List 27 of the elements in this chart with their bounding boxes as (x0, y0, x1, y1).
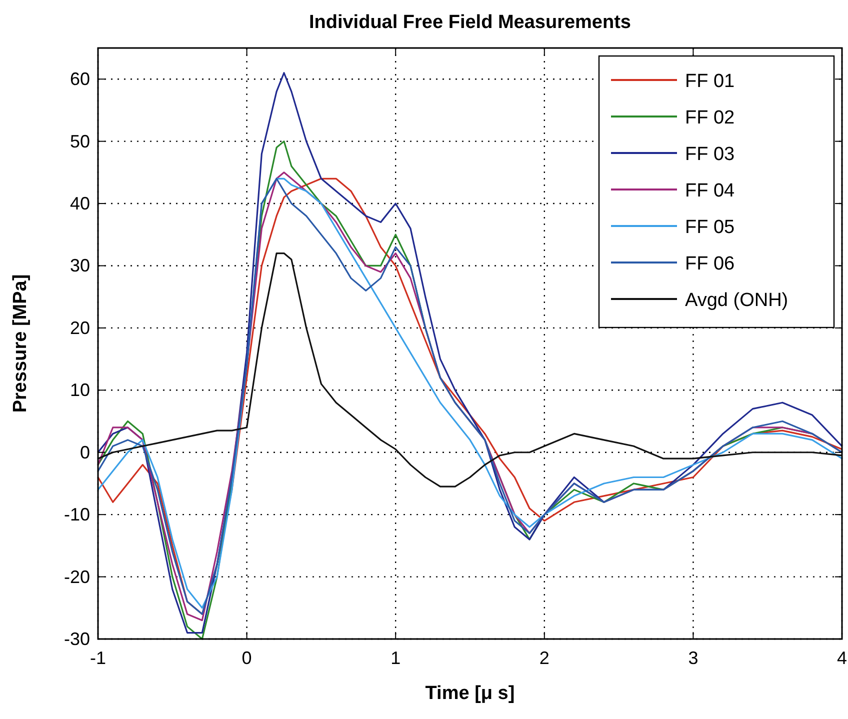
x-tick-label: 4 (836, 648, 848, 668)
x-tick-label: -1 (90, 648, 106, 668)
x-axis-title: Time [μ s] (425, 683, 515, 704)
legend-label: FF 03 (685, 144, 735, 165)
y-tick-label: 60 (70, 69, 90, 90)
y-axis-title: Pressure [MPa] (10, 274, 31, 413)
x-tick-label: 0 (242, 648, 252, 668)
y-tick-label: 40 (70, 194, 90, 214)
legend-label: FF 02 (685, 108, 735, 128)
y-tick-label: -30 (64, 629, 90, 649)
legend-label: FF 06 (685, 254, 735, 274)
line-series (97, 252, 843, 488)
chart-title: Individual Free Field Measurements (308, 12, 632, 33)
x-tick-label: 1 (390, 648, 401, 668)
y-tick-label: 50 (70, 131, 90, 152)
legend-label: FF 01 (685, 71, 735, 92)
legend-label: Avgd (ONH) (685, 290, 788, 311)
y-tick-label: -10 (64, 504, 90, 525)
x-tick-label: 2 (539, 648, 550, 668)
y-tick-label: 20 (70, 318, 90, 338)
y-tick-label: 0 (80, 442, 90, 462)
legend-label: FF 04 (685, 180, 736, 202)
y-tick-label: -20 (64, 566, 90, 587)
x-tick-label: 3 (688, 648, 698, 668)
y-tick-label: 30 (70, 256, 90, 276)
y-tick-label: 10 (70, 380, 90, 400)
legend-label: FF 05 (685, 217, 735, 238)
